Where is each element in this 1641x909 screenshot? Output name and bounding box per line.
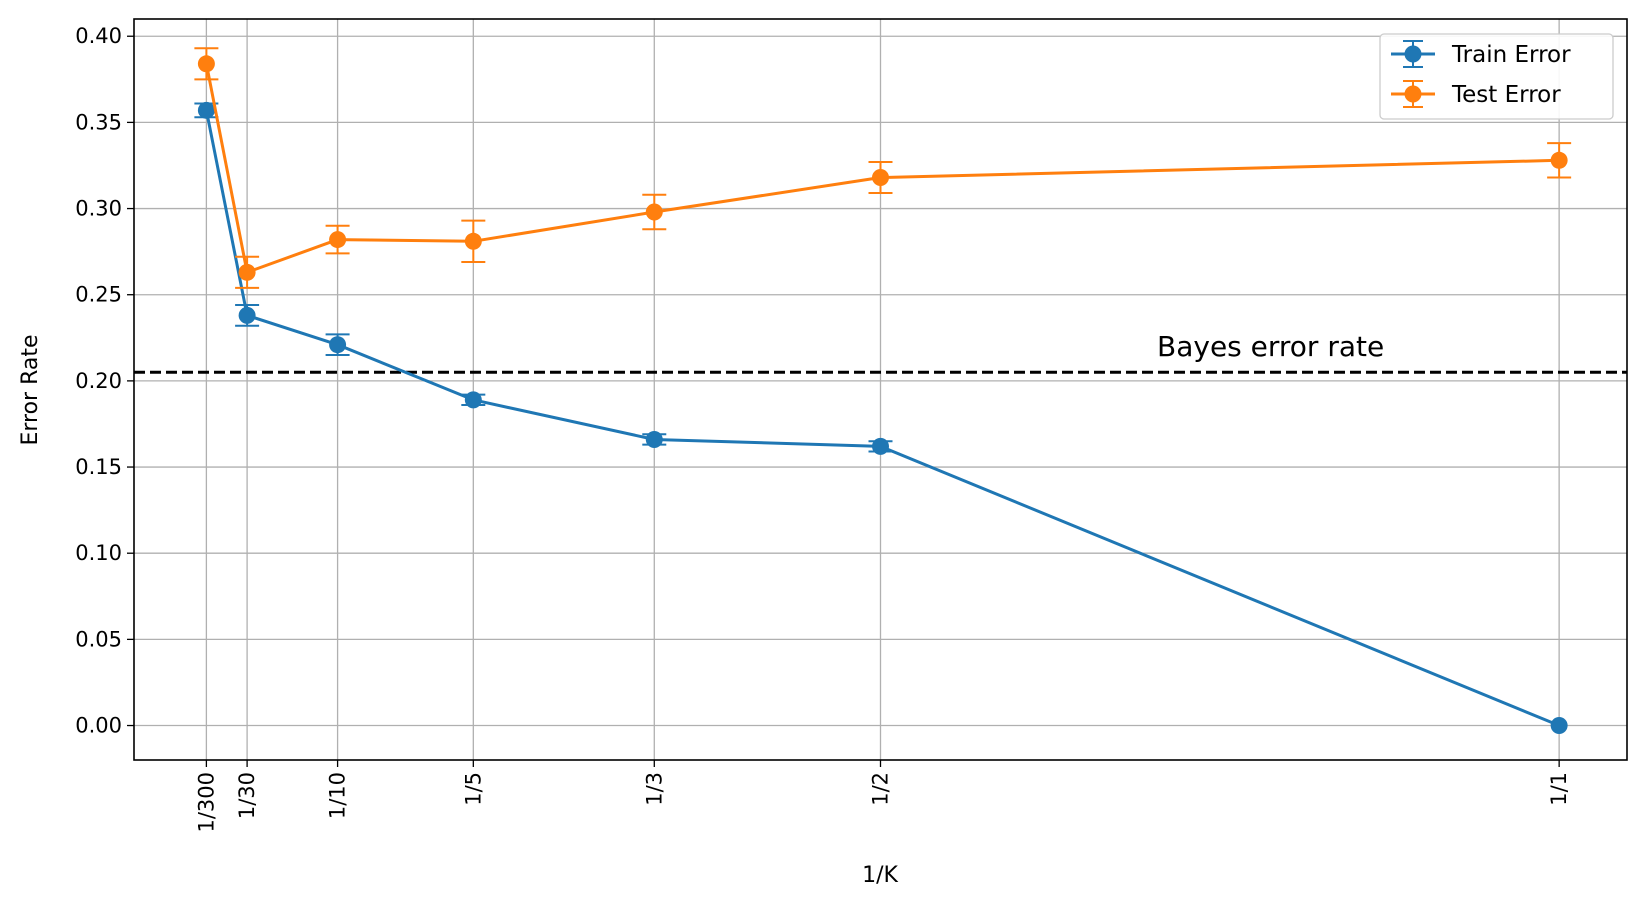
data-point	[238, 263, 256, 281]
data-point	[238, 306, 256, 324]
x-axis-ticks: 1/300 1/30 1/10 1/5 1/3 1/2 1/1	[194, 760, 1571, 833]
legend-entry: Test Error	[1391, 80, 1561, 108]
x-tick-label: 1/300	[194, 772, 218, 833]
legend-marker	[1404, 45, 1422, 63]
legend-label: Test Error	[1451, 82, 1561, 108]
y-axis-ticks: 0.00 0.05 0.10 0.15 0.20 0.25 0.30 0.35 0.40	[75, 24, 134, 738]
series-group	[194, 47, 1572, 735]
y-tick-label: 0.15	[75, 455, 122, 479]
x-tick-label: 1/5	[461, 772, 485, 806]
data-point	[1550, 151, 1568, 169]
y-tick-label: 0.35	[75, 110, 122, 134]
legend-label: Train Error	[1451, 42, 1571, 68]
y-tick-label: 0.10	[75, 541, 122, 565]
data-point	[1550, 717, 1568, 735]
y-tick-label: 0.20	[75, 369, 122, 393]
x-tick-label: 1/2	[869, 772, 893, 806]
reference-line-label: Bayes error rate	[1157, 330, 1384, 363]
legend-entries: Train Error Test Error	[1391, 40, 1571, 108]
data-point	[464, 391, 482, 409]
data-point	[645, 430, 663, 448]
data-point	[197, 101, 215, 119]
data-point	[329, 231, 347, 249]
data-point	[645, 203, 663, 221]
data-point	[329, 336, 347, 354]
y-tick-label: 0.30	[75, 197, 122, 221]
legend-marker	[1404, 85, 1422, 103]
x-tick-label: 1/1	[1547, 772, 1571, 806]
y-tick-label: 0.00	[75, 714, 122, 738]
x-tick-label: 1/30	[235, 772, 259, 819]
y-tick-label: 0.25	[75, 283, 122, 307]
series-train-error	[194, 101, 1568, 735]
legend-box	[1379, 33, 1614, 120]
y-tick-label: 0.05	[75, 627, 122, 651]
x-axis-label: 1/K	[862, 863, 898, 888]
series-test-error	[194, 47, 1572, 289]
data-point	[872, 169, 889, 187]
y-tick-label: 0.40	[75, 24, 122, 48]
legend-entry: Train Error	[1391, 40, 1571, 68]
data-point	[464, 232, 482, 250]
data-point	[197, 55, 215, 73]
y-axis-label: Error Rate	[18, 334, 43, 445]
data-point	[872, 437, 889, 455]
grid-lines	[134, 19, 1627, 760]
x-tick-label: 1/3	[642, 772, 666, 806]
legend: Train Error Test Error	[1379, 33, 1614, 120]
x-tick-label: 1/10	[326, 772, 350, 819]
